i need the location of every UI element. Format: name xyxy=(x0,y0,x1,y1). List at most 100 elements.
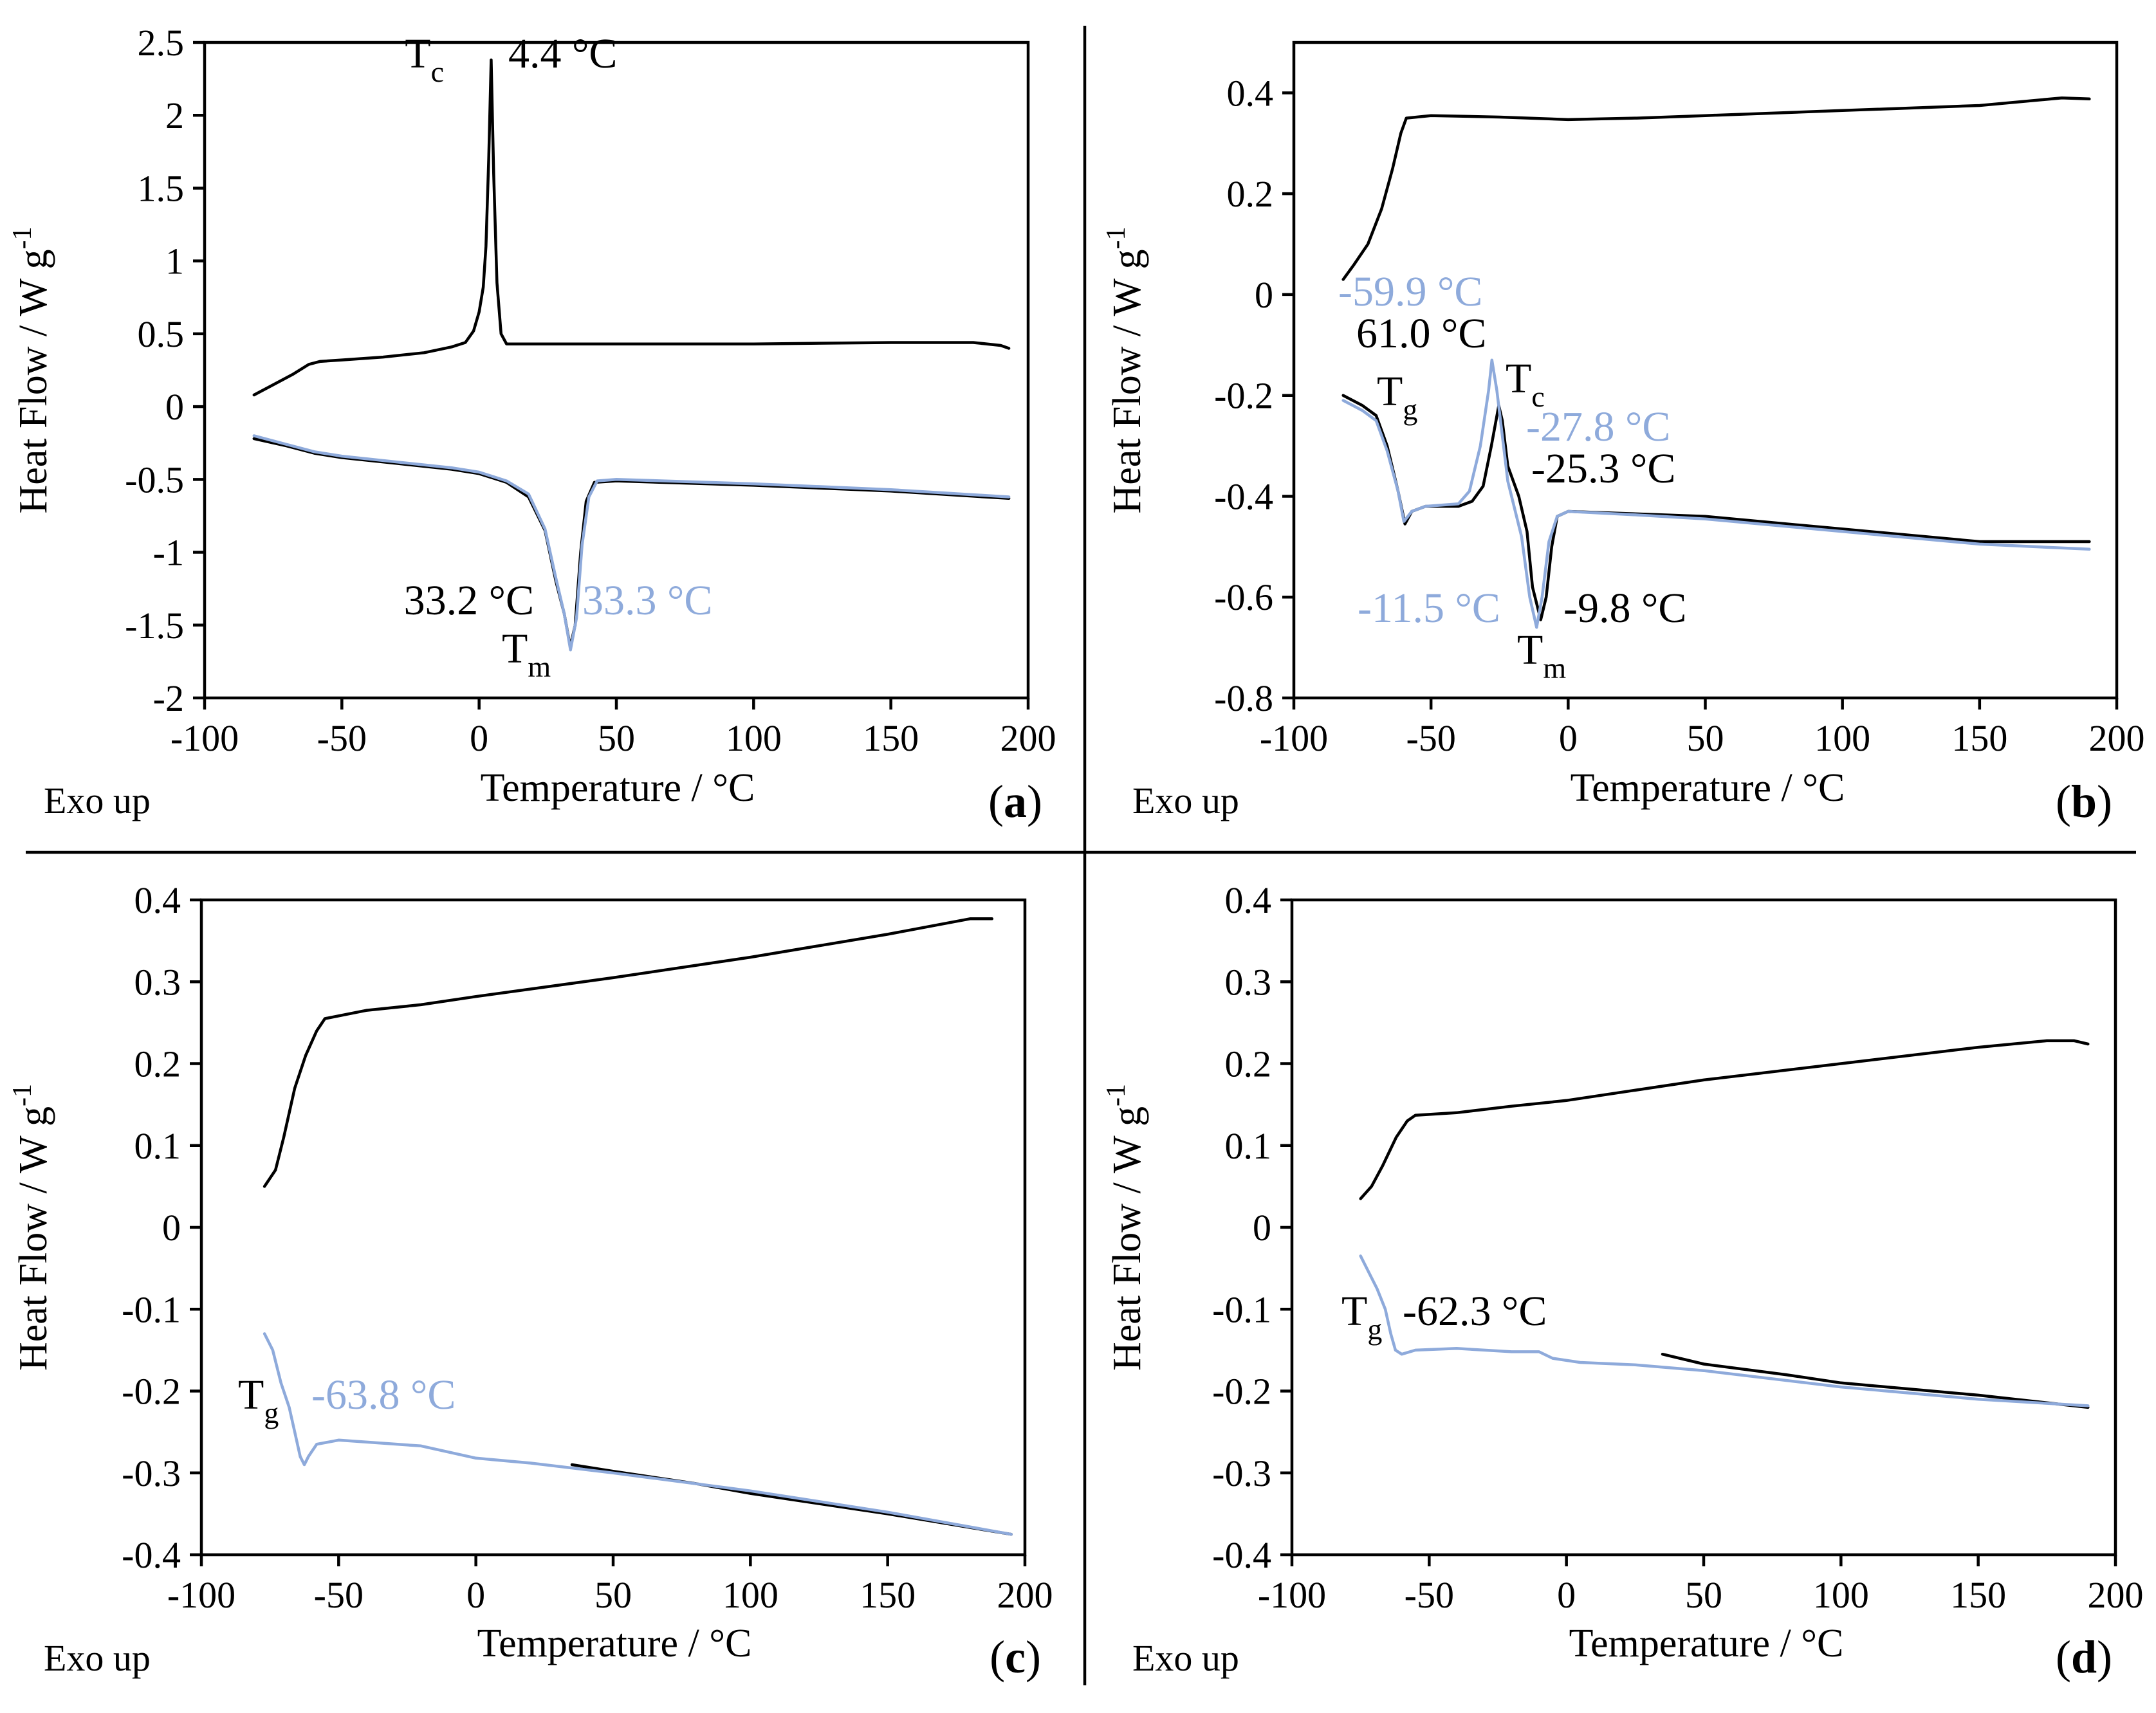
annotation-symbol-subscript: m xyxy=(528,650,551,683)
series-line-heating-2 xyxy=(252,434,1011,652)
panel-label-letter: b xyxy=(2071,776,2097,827)
series-line-cooling xyxy=(263,917,994,1188)
panel-label: (c) xyxy=(990,1631,1041,1683)
annotation-value: -63.8 °C xyxy=(311,1371,456,1418)
y-tick-label: 1 xyxy=(165,241,184,282)
annotation-symbol: Tg xyxy=(238,1371,279,1429)
panel-label-close-paren: ) xyxy=(1026,1631,1041,1683)
y-tick-label: -2 xyxy=(153,677,184,719)
annotation-symbol-subscript: g xyxy=(264,1397,279,1429)
y-tick-label: -0.4 xyxy=(1212,1534,1271,1576)
exo-up-label: Exo up xyxy=(44,1637,151,1679)
y-tick-label: -1.5 xyxy=(125,605,184,646)
y-axis-title-text: Heat Flow / W g xyxy=(12,249,55,513)
x-tick-label: 50 xyxy=(594,1574,632,1616)
annotation-symbol-subscript: m xyxy=(1543,652,1566,684)
y-tick-label: 0.2 xyxy=(1227,173,1274,215)
x-tick-label: -50 xyxy=(1406,717,1456,759)
x-axis-title: Temperature / °C xyxy=(1571,766,1845,810)
y-axis-title-text: Heat Flow / W g xyxy=(12,1106,55,1371)
x-axis-title: Temperature / °C xyxy=(1569,1622,1844,1665)
y-tick-label: -0.2 xyxy=(122,1371,181,1413)
y-tick-label: -0.2 xyxy=(1214,375,1273,417)
x-tick-label: 0 xyxy=(1559,717,1578,759)
series-line-cooling xyxy=(1341,96,2091,281)
series-line-heating-1 xyxy=(1661,1352,2090,1409)
series-line-cooling xyxy=(1359,1039,2090,1200)
annotation-symbol-main: T xyxy=(1341,1288,1367,1335)
annotation-symbol-subscript: g xyxy=(1367,1313,1382,1346)
y-tick-label: 0.2 xyxy=(1225,1043,1272,1085)
x-tick-label: -50 xyxy=(1405,1574,1454,1616)
annotation-value: -9.8 °C xyxy=(1563,585,1686,632)
x-tick-label: 150 xyxy=(1950,1574,2006,1616)
x-tick-label: 100 xyxy=(723,1574,779,1616)
panel-d: -100 -50 0 50 100 150 200 -0.4 -0.3 -0.2 -0.1 0 0.1 0… xyxy=(1101,879,2144,1683)
y-tick-label: -0.8 xyxy=(1214,677,1273,719)
x-tick-label: 0 xyxy=(470,717,488,759)
annotation-symbol-main: T xyxy=(502,625,528,672)
annotation-value: -11.5 °C xyxy=(1358,585,1500,632)
x-tick-label: 150 xyxy=(1951,717,2007,759)
x-tick-label: 50 xyxy=(598,717,635,759)
x-tick-label: 100 xyxy=(1814,717,1870,759)
y-tick-label: -0.1 xyxy=(122,1288,181,1330)
annotation-symbol: Tg xyxy=(1341,1288,1382,1346)
panel-label-open-paren: ( xyxy=(990,1631,1005,1683)
x-axis-title: Temperature / °C xyxy=(481,766,755,810)
exo-up-label: Exo up xyxy=(44,780,151,821)
annotation-symbol: Tm xyxy=(502,625,551,683)
panel-label-close-paren: ) xyxy=(2097,776,2112,827)
y-tick-label: 0.3 xyxy=(1225,961,1272,1003)
panel-label: (b) xyxy=(2056,776,2112,827)
panel-b: -100 -50 0 50 100 150 200 -0.8 -0.6 -0.4 -0.2 0 0.2 0… xyxy=(1101,41,2145,827)
panel-label: (d) xyxy=(2056,1631,2112,1683)
annotation-value: -62.3 °C xyxy=(1403,1288,1547,1335)
x-tick-label: -100 xyxy=(1258,1574,1326,1616)
panel-label-letter: c xyxy=(1005,1631,1026,1683)
annotation-symbol-subscript: g xyxy=(1403,393,1417,426)
annotation-value: 33.3 °C xyxy=(582,577,712,624)
y-axis-title-superscript: -1 xyxy=(8,1084,37,1106)
y-axis-title: Heat Flow / W g-1 xyxy=(1101,226,1149,513)
y-tick-label: -0.4 xyxy=(1214,475,1273,517)
y-tick-label: -0.1 xyxy=(1212,1288,1271,1330)
annotation-value: -27.8 °C xyxy=(1526,403,1670,450)
y-tick-label: 0.4 xyxy=(1225,879,1272,921)
y-tick-label: 1.5 xyxy=(138,167,185,209)
y-tick-label: 2 xyxy=(165,95,184,136)
x-tick-label: 150 xyxy=(860,1574,916,1616)
annotation-symbol: Tg xyxy=(1377,368,1417,426)
panel-a: -100 -50 0 50 100 150 200 -2 -1.5 -1 -0.5 0 0.5 1 1.5 2… xyxy=(8,22,1056,827)
annotation-symbol-subscript: c xyxy=(1531,380,1544,413)
x-tick-label: 200 xyxy=(2089,717,2145,759)
y-tick-label: 0.1 xyxy=(1225,1125,1272,1167)
annotation-symbol-main: T xyxy=(1377,368,1403,415)
series-line-heating-2 xyxy=(1359,1254,2090,1407)
x-tick-label: 150 xyxy=(863,717,919,759)
annotation-value: 33.2 °C xyxy=(404,577,534,624)
panel-label-close-paren: ) xyxy=(2097,1631,2112,1683)
y-tick-label: 0.1 xyxy=(134,1125,181,1167)
panel-label-open-paren: ( xyxy=(2056,776,2071,827)
x-tick-label: -100 xyxy=(167,1574,235,1616)
annotation-value: -59.9 °C xyxy=(1338,268,1482,315)
x-tick-label: 100 xyxy=(1813,1574,1869,1616)
x-tick-label: -50 xyxy=(314,1574,364,1616)
annotation-symbol: Tm xyxy=(1517,627,1566,684)
x-tick-label: -50 xyxy=(317,717,367,759)
y-tick-label: 0 xyxy=(1253,1207,1271,1249)
y-tick-label: -0.3 xyxy=(122,1452,181,1494)
x-tick-label: 200 xyxy=(997,1574,1053,1616)
series-line-cooling xyxy=(252,58,1011,397)
y-tick-label: -1 xyxy=(153,532,184,574)
x-tick-label: 50 xyxy=(1685,1574,1722,1616)
x-tick-label: -100 xyxy=(170,717,239,759)
y-axis-title-text: Heat Flow / W g xyxy=(1105,249,1149,513)
series-line-heating-2 xyxy=(263,1332,1013,1536)
x-tick-label: 0 xyxy=(466,1574,485,1616)
y-tick-label: 0 xyxy=(1255,274,1273,316)
annotation-symbol-main: T xyxy=(405,30,430,77)
exo-up-label: Exo up xyxy=(1132,1637,1239,1679)
annotation-value: 4.4 °C xyxy=(508,30,617,77)
